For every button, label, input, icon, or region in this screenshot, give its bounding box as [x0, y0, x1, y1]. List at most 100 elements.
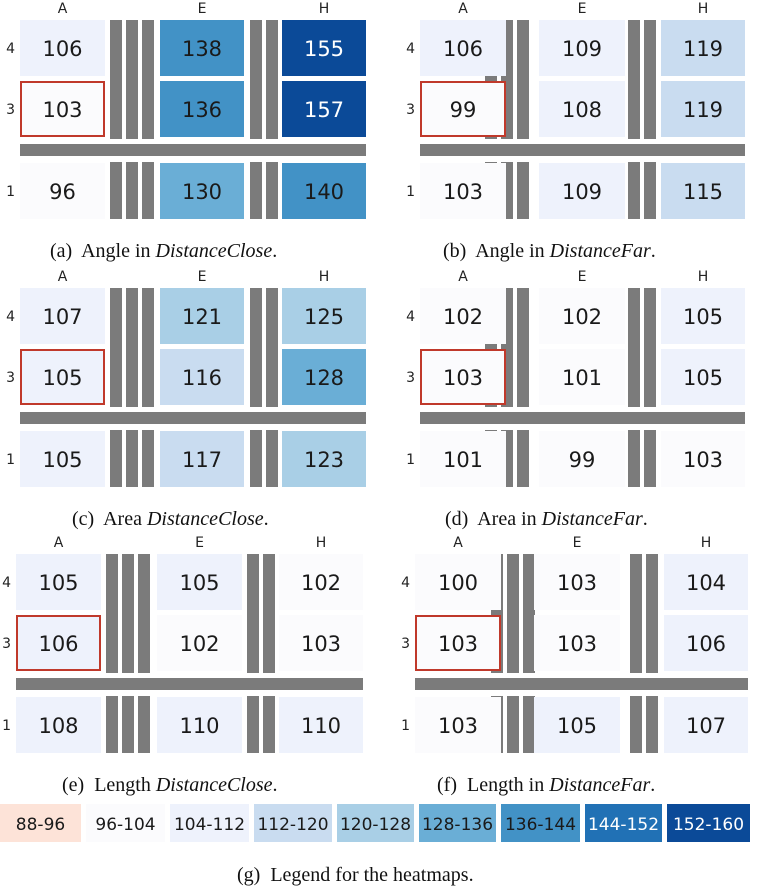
- horizontal-divider: [20, 412, 366, 424]
- legend-swatch: [501, 804, 580, 842]
- caption-prefix: (d): [445, 508, 469, 530]
- horizontal-divider: [16, 678, 363, 690]
- divider-gap: [106, 690, 118, 696]
- legend-svg: 88-96 96-104 104-112 112-120 120-128 128-136 1…: [0, 804, 750, 842]
- caption-suffix: .: [272, 774, 278, 796]
- legend-swatch: [170, 804, 249, 842]
- divider-gap: [263, 673, 275, 678]
- divider-gap: [507, 690, 519, 696]
- column-label: H: [319, 1, 330, 17]
- divider-gap: [110, 407, 122, 412]
- divider-gap: [523, 690, 535, 696]
- vertical-divider: [250, 288, 262, 487]
- divider-gap: [628, 424, 640, 430]
- column-label: A: [54, 535, 64, 551]
- row-label: 1: [6, 452, 15, 468]
- divider-gap: [646, 673, 658, 678]
- heatmap-cell: [661, 20, 745, 76]
- horizontal-divider: [415, 678, 748, 690]
- vertical-divider: [266, 288, 278, 487]
- divider-crossing: [628, 144, 640, 156]
- vertical-divider: [644, 288, 656, 487]
- heatmap-cell: [539, 349, 625, 405]
- caption-suffix: .: [650, 774, 656, 796]
- row-label: 1: [406, 184, 415, 200]
- divider-gap: [630, 673, 642, 678]
- row-label: 4: [406, 309, 415, 325]
- divider-gap: [628, 407, 640, 412]
- divider-gap: [122, 673, 134, 678]
- vertical-divider: [644, 20, 656, 219]
- caption-text: Legend for the heatmaps.: [270, 864, 474, 886]
- legend-label: 96-104: [95, 815, 155, 835]
- divider-crossing: [142, 144, 154, 156]
- heatmap-svg: A E H 4 3 1 105 105 102 106 102 103 108 110 110: [2, 535, 363, 753]
- cell-value: 136: [182, 98, 222, 122]
- divider-gap: [247, 673, 259, 678]
- cell-value: 107: [42, 305, 82, 329]
- divider-gap: [266, 407, 278, 412]
- divider-crossing: [126, 412, 138, 424]
- row-label: 3: [2, 636, 11, 652]
- divider-crossing: [485, 412, 497, 424]
- heatmap-cell: [539, 81, 625, 137]
- heatmap-cell: [661, 431, 745, 487]
- heatmap-cell: [20, 163, 105, 219]
- vertical-divider: [106, 554, 118, 753]
- cell-value: 101: [562, 366, 602, 390]
- heatmap-cell: [661, 288, 745, 344]
- heatmap-cell: [160, 163, 244, 219]
- column-label: H: [316, 535, 327, 551]
- cell-value: 157: [304, 98, 344, 122]
- cell-value: 100: [438, 571, 478, 595]
- caption-suffix: .: [272, 240, 278, 262]
- cell-value: 101: [443, 448, 483, 472]
- heatmap-cell: [661, 163, 745, 219]
- cell-value: 103: [683, 448, 723, 472]
- cell-value: 102: [301, 571, 341, 595]
- legend-swatch: [667, 804, 750, 842]
- horizontal-divider: [420, 412, 745, 424]
- row-label: 3: [406, 370, 415, 386]
- caption-prefix: (a): [50, 240, 73, 262]
- heatmap-cell: [16, 697, 101, 753]
- divider-gap: [250, 424, 262, 430]
- cell-value: 103: [557, 571, 597, 595]
- row-label: 4: [406, 41, 415, 57]
- vertical-divider: [263, 554, 275, 753]
- vertical-divider: [122, 554, 134, 753]
- divider-gap: [628, 139, 640, 144]
- cell-value: 123: [304, 448, 344, 472]
- caption-emphasis: DistanceFar: [549, 240, 651, 262]
- cell-value: 110: [179, 714, 219, 738]
- column-label: A: [458, 269, 468, 285]
- column-label: H: [319, 269, 330, 285]
- divider-gap: [517, 156, 529, 162]
- cell-value: 106: [38, 632, 78, 656]
- heatmap-cell: [279, 554, 363, 610]
- heatmap-legend: 88-96 96-104 104-112 112-120 120-128 128-136 1…: [0, 804, 752, 848]
- horizontal-divider: [420, 144, 745, 156]
- row-label: 3: [401, 636, 410, 652]
- column-label: E: [578, 1, 587, 17]
- divider-gap: [110, 424, 122, 430]
- caption-emphasis: DistanceClose: [155, 774, 273, 796]
- heatmap-cell: [282, 349, 366, 405]
- caption-prefix: (c): [72, 508, 95, 530]
- cell-value: 103: [438, 714, 478, 738]
- heatmap-svg: A E H 4 3 1 106 109 119 99 108 119 103 109 115: [406, 1, 745, 219]
- horizontal-divider: [20, 144, 366, 156]
- caption-emphasis: DistanceFar: [549, 774, 651, 796]
- divider-gap: [646, 690, 658, 696]
- divider-gap: [644, 407, 656, 412]
- divider-crossing: [126, 144, 138, 156]
- cell-value: 105: [179, 571, 219, 595]
- cell-value: 140: [304, 180, 344, 204]
- divider-crossing: [266, 412, 278, 424]
- divider-gap: [517, 407, 529, 412]
- caption-d: (d) Area in DistanceFar.: [445, 508, 648, 531]
- cell-value: 105: [683, 305, 723, 329]
- caption-text: Length in: [466, 774, 550, 796]
- divider-crossing: [106, 678, 118, 690]
- heatmap-cell: [661, 349, 745, 405]
